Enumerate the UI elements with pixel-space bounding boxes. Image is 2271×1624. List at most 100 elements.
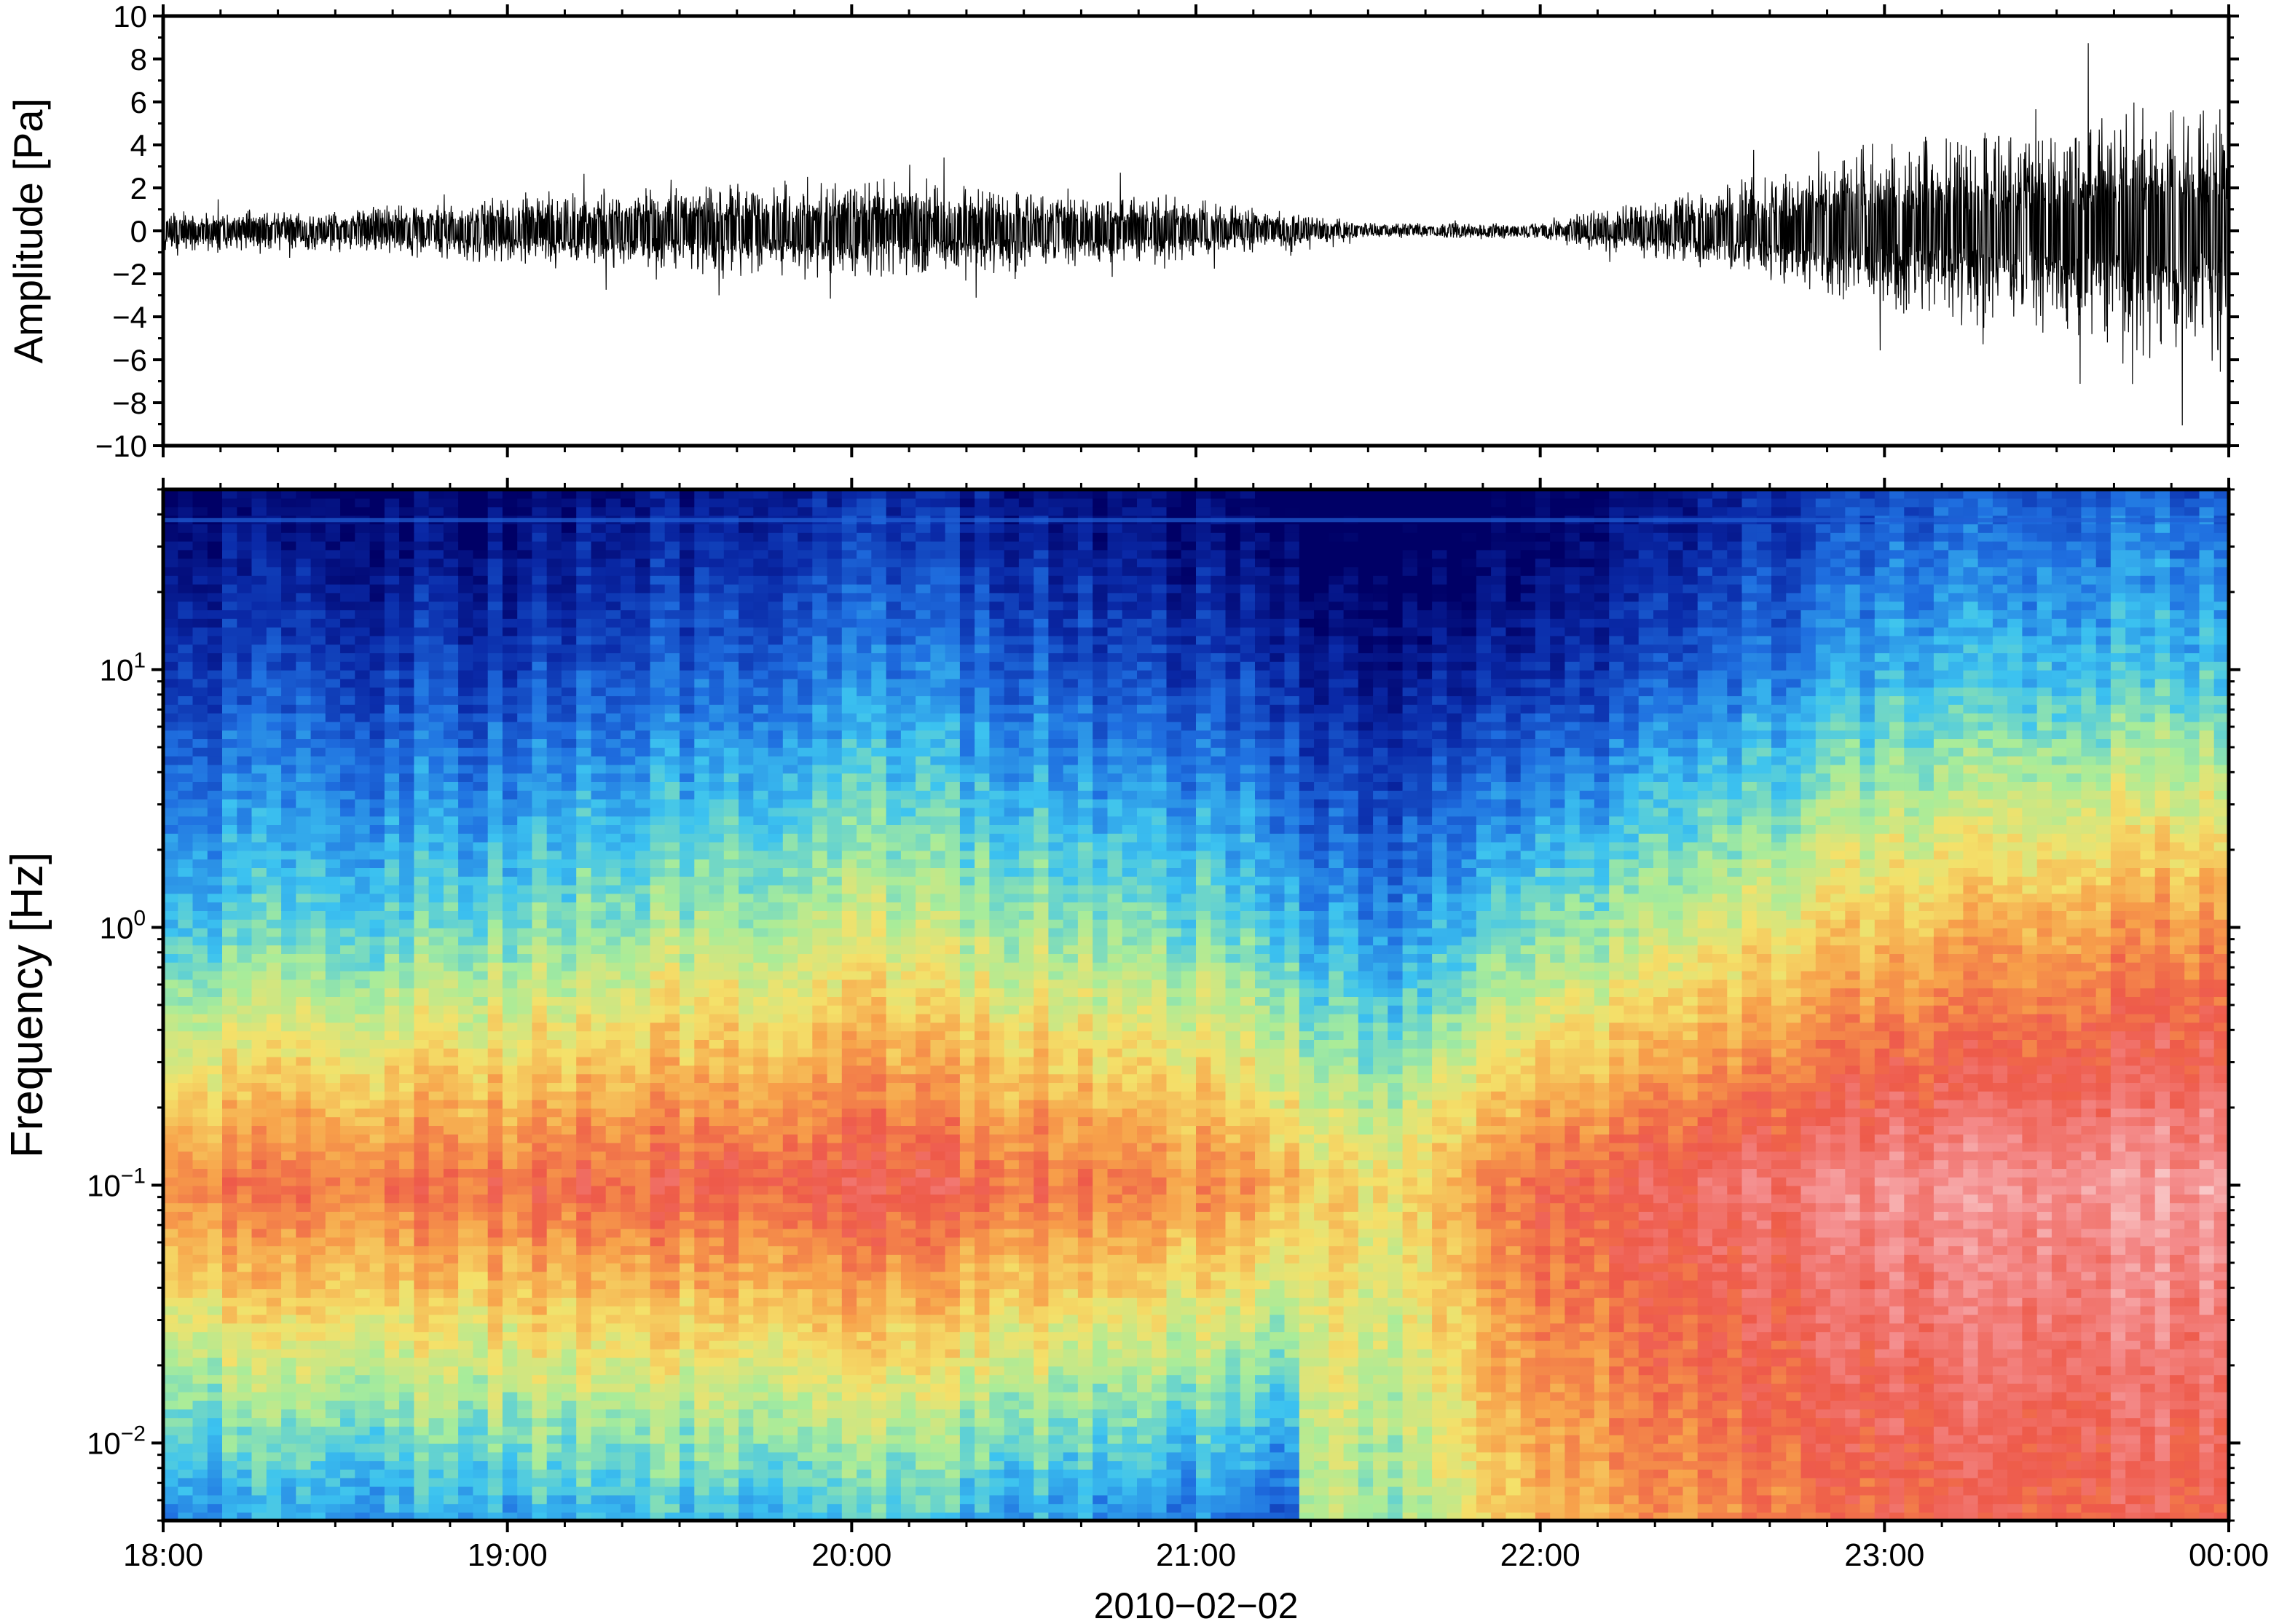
spectrogram-cell <box>694 1349 710 1358</box>
spectrogram-cell <box>517 635 533 645</box>
spectrogram-cell <box>207 1022 223 1032</box>
spectrogram-cell <box>532 1503 548 1513</box>
spectrogram-cell <box>222 816 238 825</box>
spectrogram-cell <box>680 755 696 765</box>
spectrogram-cell <box>605 927 621 937</box>
spectrogram-cell <box>340 1280 356 1290</box>
spectrogram-cell <box>222 592 238 602</box>
spectrogram-cell <box>739 1357 755 1367</box>
spectrogram-cell <box>163 1357 179 1367</box>
spectrogram-cell <box>502 1435 518 1444</box>
spectrogram-cell <box>251 996 267 1006</box>
spectrogram-cell <box>709 773 725 782</box>
spectrogram-cell <box>281 626 297 636</box>
spectrogram-image <box>163 489 2229 1521</box>
spectrogram-cell <box>340 644 356 653</box>
spectrogram-cell <box>428 841 444 851</box>
spectrogram-cell <box>266 1099 282 1109</box>
spectrogram-cell <box>591 1323 607 1333</box>
spectrogram-cell <box>222 669 238 679</box>
spectrogram-cell <box>192 953 208 963</box>
spectrogram-cell <box>296 644 312 653</box>
spectrogram-cell <box>266 1349 282 1358</box>
spectrogram-cell <box>458 1159 474 1169</box>
spectrogram-cell <box>428 583 444 594</box>
spectrogram-cell <box>621 626 637 636</box>
spectrogram-cell <box>694 1408 710 1419</box>
spectrogram-cell <box>517 1254 533 1264</box>
spectrogram-cell <box>591 1030 607 1040</box>
spectrogram-cell <box>325 1134 341 1143</box>
spectrogram-cell <box>443 1073 459 1083</box>
spectrogram-cell <box>207 807 223 817</box>
spectrogram-cell <box>739 1374 755 1384</box>
spectrogram-cell <box>414 738 430 748</box>
spectrogram-cell <box>325 1142 341 1152</box>
spectrogram-cell <box>650 996 666 1006</box>
spectrogram-cell <box>664 1512 680 1521</box>
spectrogram-cell <box>664 695 680 705</box>
spectrogram-cell <box>414 1013 430 1023</box>
spectrogram-cell <box>605 773 621 782</box>
spectrogram-cell <box>163 1288 179 1298</box>
spectrogram-cell <box>650 1486 666 1496</box>
spectrogram-cell <box>532 841 548 851</box>
spectrogram-cell <box>664 1331 680 1341</box>
spectrogram-cell <box>591 1280 607 1290</box>
spectrogram-cell <box>458 1426 474 1435</box>
spectrogram-cell <box>443 962 459 971</box>
spectrogram-cell <box>296 1314 312 1324</box>
spectrogram-cell <box>709 781 725 791</box>
spectrogram-cell <box>487 781 503 791</box>
spectrogram-cell <box>561 1503 577 1513</box>
spectrogram-cell <box>192 1435 208 1444</box>
spectrogram-cell <box>502 1082 518 1092</box>
spectrogram-cell <box>296 704 312 714</box>
spectrogram-cell <box>192 996 208 1006</box>
spectrogram-cell <box>561 1125 577 1135</box>
spectrogram-cell <box>621 489 637 499</box>
spectrogram-cell <box>561 1142 577 1152</box>
spectrogram-cell <box>723 695 739 705</box>
spectrogram-cell <box>650 601 666 610</box>
spectrogram-cell <box>296 1013 312 1023</box>
spectrogram-cell <box>414 730 430 739</box>
spectrogram-cell <box>178 1073 194 1083</box>
spectrogram-cell <box>310 1417 326 1427</box>
spectrogram-cell <box>222 867 238 877</box>
spectrogram-cell <box>281 902 297 911</box>
spectrogram-cell <box>340 1349 356 1358</box>
spectrogram-cell <box>605 1306 621 1315</box>
spectrogram-cell <box>192 1357 208 1367</box>
spectrogram-cell <box>222 833 238 843</box>
spectrogram-cell <box>723 540 739 551</box>
spectrogram-cell <box>355 988 371 997</box>
spectrogram-cell <box>635 773 651 782</box>
spectrogram-cell <box>369 927 385 937</box>
spectrogram-cell <box>458 1460 474 1470</box>
spectrogram-cell <box>443 1125 459 1135</box>
spectrogram-cell <box>414 678 430 688</box>
spectrogram-cell <box>251 1151 267 1161</box>
spectrogram-cell <box>355 1408 371 1419</box>
spectrogram-cell <box>251 1271 267 1281</box>
spectrogram-cell <box>428 626 444 636</box>
spectrogram-cell <box>680 1383 696 1392</box>
spectrogram-cell <box>251 489 267 499</box>
spectrogram-cell <box>709 1202 725 1212</box>
spectrogram-cell <box>428 1022 444 1032</box>
spectrogram-cell <box>428 524 444 533</box>
spectrogram-cell <box>414 592 430 602</box>
spectrogram-cell <box>532 1134 548 1143</box>
spectrogram-cell <box>694 1168 710 1178</box>
spectrogram-cell <box>443 695 459 705</box>
spectrogram-cell <box>428 1417 444 1427</box>
spectrogram-cell <box>399 936 415 946</box>
spectrogram-cell <box>561 1288 577 1298</box>
spectrogram-cell <box>355 1280 371 1290</box>
spectrogram-cell <box>325 1374 341 1384</box>
spectrogram-cell <box>635 996 651 1006</box>
spectrogram-cell <box>384 1039 400 1049</box>
spectrogram-cell <box>399 644 415 653</box>
spectrogram-cell <box>355 910 371 920</box>
